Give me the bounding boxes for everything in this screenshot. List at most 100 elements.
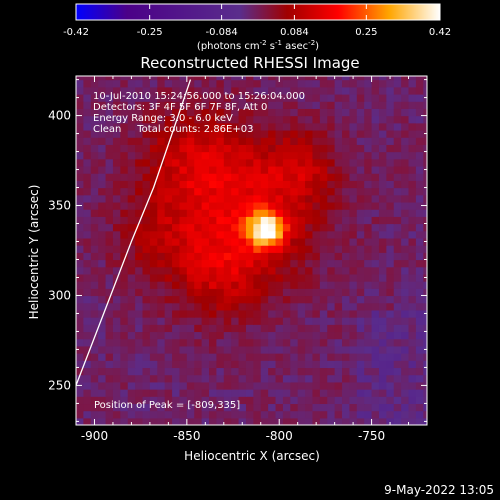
heatmap-cell (164, 245, 173, 253)
heatmap-cell (408, 324, 417, 333)
heatmap-cell (127, 230, 136, 239)
heatmap-cell (179, 338, 188, 347)
heatmap-cell (393, 410, 402, 419)
heatmap-cell (378, 281, 387, 289)
heatmap-cell (334, 144, 343, 153)
heatmap-cell (157, 353, 166, 361)
heatmap-cell (378, 309, 387, 318)
heatmap-cell (127, 266, 136, 275)
heatmap-cell (260, 281, 269, 289)
heatmap-cell (423, 317, 427, 325)
heatmap-cell (201, 129, 210, 138)
heatmap-cell (349, 324, 358, 333)
heatmap-cell (245, 281, 254, 289)
heatmap-cell (245, 137, 254, 145)
heatmap-cell (334, 137, 343, 145)
heatmap-cell (112, 86, 121, 95)
heatmap-cell (415, 158, 424, 167)
heatmap-cell (186, 187, 195, 196)
heatmap-cell (216, 302, 225, 311)
heatmap-cell (290, 324, 299, 333)
heatmap-cell (105, 216, 114, 225)
heatmap-cell (275, 230, 284, 239)
heatmap-cell (223, 158, 232, 167)
x-axis-label: Heliocentric X (arcsec) (184, 449, 320, 463)
heatmap-cell (342, 86, 351, 95)
heatmap-cell (297, 122, 306, 131)
heatmap-cell (356, 353, 365, 361)
heatmap-cell (149, 86, 158, 95)
heatmap-cell (245, 93, 254, 102)
heatmap-cell (260, 360, 269, 369)
heatmap-cell (194, 417, 203, 425)
heatmap-cell (179, 108, 188, 117)
heatmap-cell (194, 374, 203, 383)
heatmap-cell (142, 237, 151, 246)
heatmap-cell (393, 252, 402, 261)
heatmap-cell (334, 187, 343, 196)
heatmap-cell (305, 381, 314, 390)
heatmap-cell (371, 338, 380, 347)
heatmap-cell (194, 165, 203, 174)
heatmap-cell (76, 151, 84, 160)
heatmap-cell (386, 165, 395, 174)
heatmap-cell (83, 115, 92, 124)
heatmap-cell (305, 230, 314, 239)
heatmap-cell (127, 281, 136, 289)
heatmap-cell (342, 273, 351, 282)
heatmap-cell (201, 209, 210, 217)
heatmap-cell (216, 201, 225, 210)
heatmap-cell (76, 165, 84, 174)
heatmap-cell (356, 374, 365, 383)
heatmap-cell (238, 101, 247, 109)
heatmap-cell (327, 360, 336, 369)
heatmap-cell (127, 273, 136, 282)
heatmap-cell (112, 345, 121, 354)
heatmap-cell (401, 317, 410, 325)
heatmap-cell (245, 324, 254, 333)
heatmap-cell (371, 76, 380, 81)
heatmap-cell (305, 396, 314, 405)
heatmap-cell (327, 259, 336, 268)
heatmap-cell (356, 302, 365, 311)
heatmap-cell (112, 410, 121, 419)
heatmap-cell (209, 302, 217, 311)
heatmap-cell (105, 353, 114, 361)
heatmap-cell (238, 194, 247, 203)
heatmap-cell (305, 237, 314, 246)
heatmap-cell (364, 86, 373, 95)
heatmap-cell (157, 151, 166, 160)
heatmap-cell (90, 338, 99, 347)
heatmap-cell (194, 324, 203, 333)
heatmap-cell (297, 324, 306, 333)
heatmap-cell (364, 122, 373, 131)
heatmap-cell (216, 216, 225, 225)
heatmap-cell (76, 79, 84, 88)
heatmap-cell (201, 396, 210, 405)
heatmap-cell (127, 396, 136, 405)
heatmap-cell (186, 338, 195, 347)
annotation-detectors: Detectors: 3F 4F 5F 6F 7F 8F, Att 0 (93, 102, 267, 113)
heatmap-cell (216, 173, 225, 181)
heatmap-cell (319, 230, 328, 239)
heatmap-cell (172, 108, 181, 117)
heatmap-cell (378, 417, 387, 425)
heatmap-cell (364, 281, 373, 289)
heatmap-cell (231, 281, 240, 289)
heatmap-cell (209, 230, 217, 239)
heatmap-cell (164, 345, 173, 354)
heatmap-cell (172, 367, 181, 376)
heatmap-cell (201, 230, 210, 239)
heatmap-cell (194, 259, 203, 268)
heatmap-cell (312, 101, 321, 109)
heatmap-cell (98, 158, 107, 167)
heatmap-cell (90, 216, 99, 225)
heatmap-cell (290, 367, 299, 376)
heatmap-cell (164, 165, 173, 174)
heatmap-cell (238, 273, 247, 282)
heatmap-cell (231, 317, 240, 325)
heatmap-cell (223, 360, 232, 369)
heatmap-cell (253, 331, 262, 340)
heatmap-cell (223, 79, 232, 88)
